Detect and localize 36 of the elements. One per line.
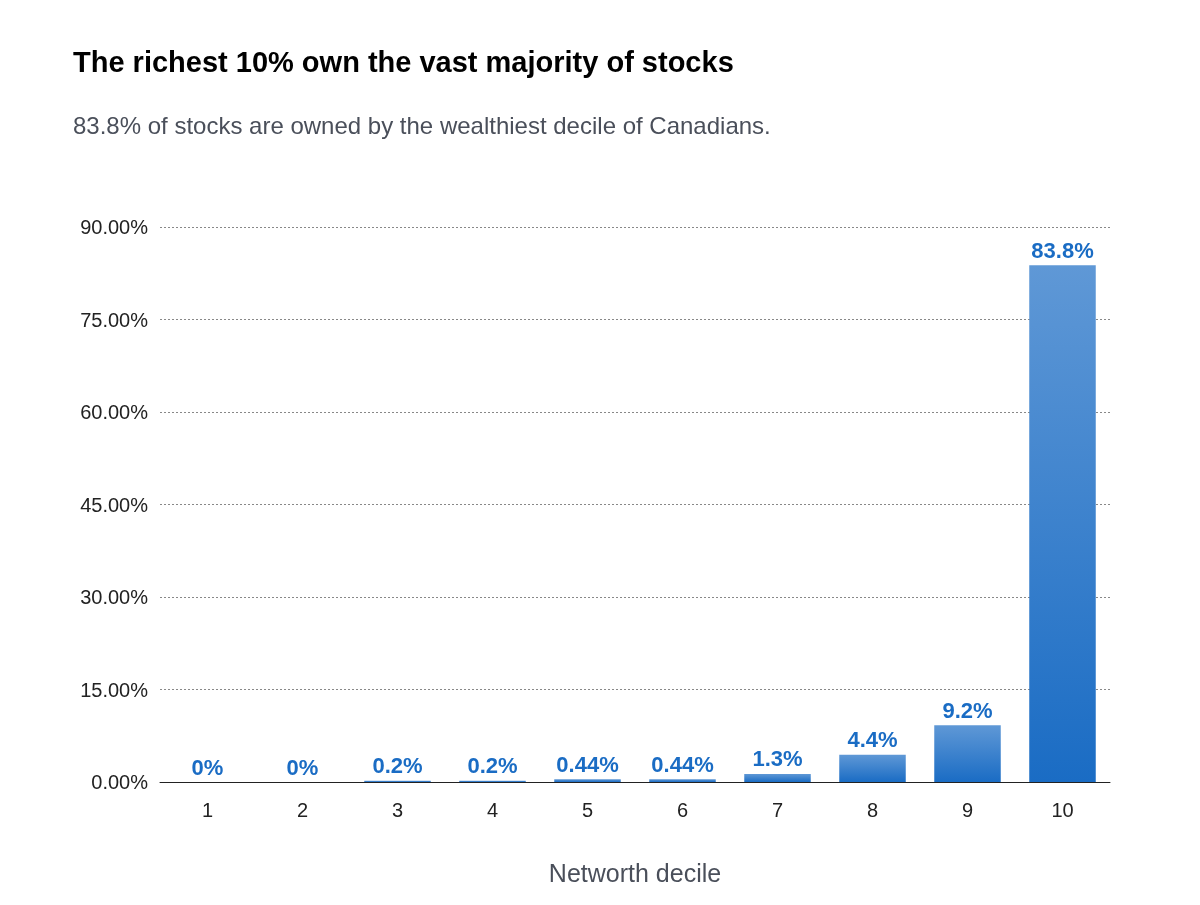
data-label: 0.2%	[467, 753, 518, 779]
chart-title: The richest 10% own the vast majority of stocks	[73, 45, 734, 78]
chart-subtitle: 83.8% of stocks are owned by the wealthiest decile of Canadians.	[73, 111, 771, 139]
data-label: 83.8%	[1031, 237, 1094, 263]
x-tick-label: 10	[1051, 799, 1074, 821]
y-tick-label: 0.00%	[91, 771, 149, 793]
data-label: 0%	[191, 754, 224, 780]
bar	[839, 754, 906, 782]
x-tick-label: 2	[296, 799, 309, 821]
x-tick-label: 4	[486, 799, 499, 821]
data-label: 0.44%	[651, 751, 714, 777]
bar	[554, 779, 621, 782]
x-tick-label: 5	[581, 799, 594, 821]
x-tick-label: 1	[201, 799, 214, 821]
x-axis-title: Networth decile	[548, 858, 722, 887]
bar	[1029, 265, 1096, 782]
bar	[934, 725, 1001, 782]
data-label: 9.2%	[942, 697, 993, 723]
x-tick-label: 9	[961, 799, 974, 821]
data-label: 0.2%	[372, 753, 423, 779]
bar	[649, 779, 716, 782]
x-tick-label: 6	[676, 799, 689, 821]
x-tick-label: 7	[771, 799, 784, 821]
data-label: 0%	[286, 754, 319, 780]
data-label: 4.4%	[847, 727, 898, 753]
y-tick-label: 60.00%	[80, 401, 149, 423]
x-tick-label: 8	[866, 799, 879, 821]
y-tick-label: 45.00%	[80, 493, 149, 516]
x-tick-label: 3	[391, 799, 404, 821]
data-label: 0.44%	[556, 751, 619, 777]
data-label: 1.3%	[752, 746, 803, 772]
bar	[744, 773, 811, 782]
y-tick-label: 75.00%	[80, 308, 149, 331]
y-tick-label: 15.00%	[80, 678, 149, 701]
y-tick-label: 30.00%	[80, 586, 149, 608]
y-tick-label: 90.00%	[80, 216, 149, 238]
